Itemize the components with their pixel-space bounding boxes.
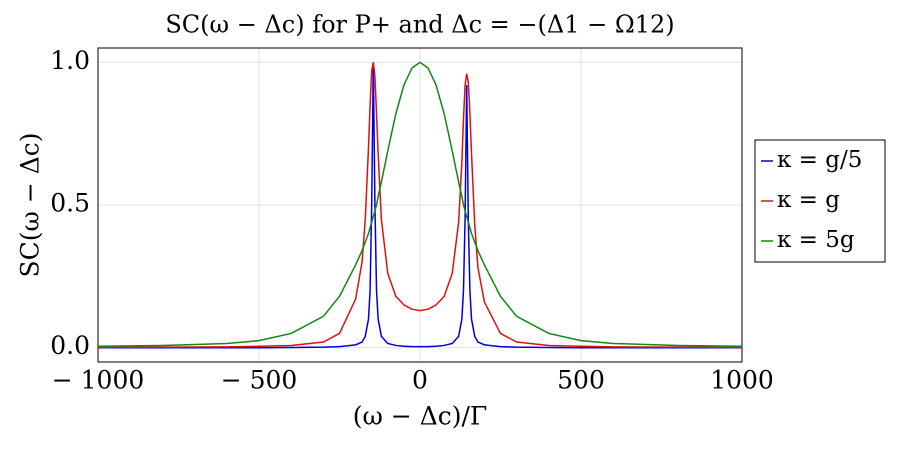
y-tick-label: 1.0: [50, 46, 90, 75]
x-axis-label: (ω − Δc)/Γ: [353, 402, 488, 431]
plot-frame: [97, 47, 743, 363]
x-tick-label: − 1000: [52, 366, 145, 395]
data-line: [98, 62, 742, 349]
y-axis-label: SC(ω − Δc): [16, 132, 45, 277]
data-line: [97, 61, 743, 348]
legend-box: [754, 139, 886, 263]
legend-label: κ = 5g: [777, 227, 855, 253]
data-line: [97, 62, 743, 349]
x-tick-label: − 500: [221, 366, 298, 395]
y-tick-label: 0.0: [50, 331, 90, 360]
x-tick-label: 1000: [710, 366, 774, 395]
chart-title: SC(ω − Δc) for P+ and Δc = −(Δ1 − Ω12): [165, 11, 674, 39]
legend-label: κ = g/5: [777, 147, 862, 173]
x-tick-label: 0: [412, 366, 428, 395]
legend-label: κ = g: [777, 187, 840, 213]
y-tick-label: 0.5: [50, 189, 90, 218]
x-tick-label: 500: [557, 366, 605, 395]
